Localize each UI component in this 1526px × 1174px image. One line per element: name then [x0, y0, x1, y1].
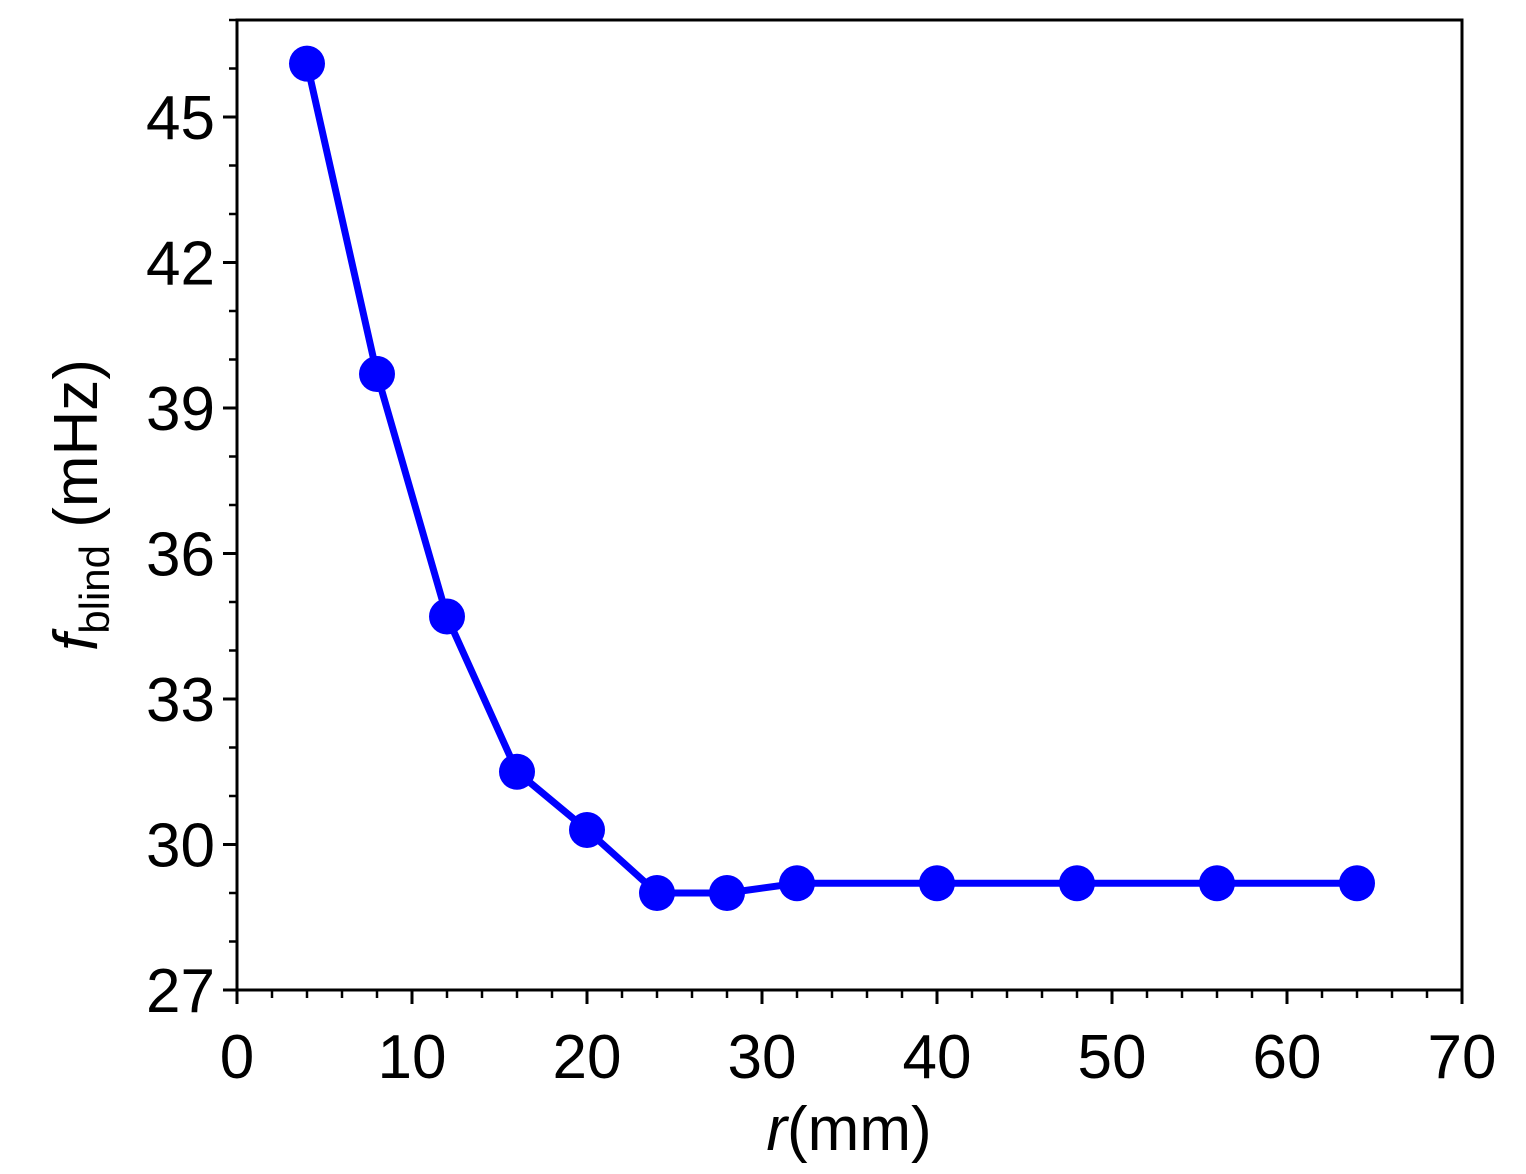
- x-tick-label: 70: [1428, 1023, 1497, 1092]
- y-tick-label: 42: [146, 230, 215, 299]
- data-point: [919, 865, 955, 902]
- y-tick-label: 36: [146, 521, 215, 590]
- data-point: [289, 45, 325, 82]
- data-point: [1199, 865, 1235, 902]
- y-axis-label: fblind (mHz): [42, 359, 118, 651]
- data-markers: [289, 45, 1375, 911]
- y-axis-label-unit: (mHz): [42, 359, 111, 545]
- y-tick-label: 33: [146, 666, 215, 735]
- data-point: [359, 356, 395, 393]
- data-point: [639, 875, 675, 911]
- y-axis-label-sub: blind: [71, 545, 118, 634]
- x-tick-label: 0: [220, 1023, 254, 1092]
- data-point: [499, 753, 535, 790]
- y-tick-label: 45: [146, 84, 215, 153]
- x-axis-label-unit: (mm): [787, 1095, 932, 1164]
- x-tick-label: 30: [728, 1023, 797, 1092]
- axis-ticks: [223, 18, 1464, 1004]
- data-point: [1339, 865, 1375, 902]
- data-point: [429, 598, 465, 635]
- data-point: [1059, 865, 1095, 902]
- x-axis-label-var: r: [766, 1095, 789, 1164]
- x-tick-label: 60: [1253, 1023, 1322, 1092]
- y-tick-label: 30: [146, 812, 215, 881]
- tick-labels: 0 10 20 30 40 50 60 70 27 30 33 36 39 42 45: [146, 84, 1496, 1092]
- plot-frame: [235, 18, 1464, 992]
- data-point: [709, 875, 745, 911]
- x-axis-label: r(mm): [766, 1095, 931, 1164]
- x-tick-label: 10: [378, 1023, 447, 1092]
- data-point: [779, 865, 815, 902]
- series-line: [303, 62, 1357, 897]
- data-point: [569, 811, 605, 848]
- x-tick-label: 50: [1078, 1023, 1147, 1092]
- x-tick-label: 40: [903, 1023, 972, 1092]
- x-tick-label: 20: [553, 1023, 622, 1092]
- y-tick-label: 27: [146, 957, 215, 1026]
- y-tick-label: 39: [146, 375, 215, 444]
